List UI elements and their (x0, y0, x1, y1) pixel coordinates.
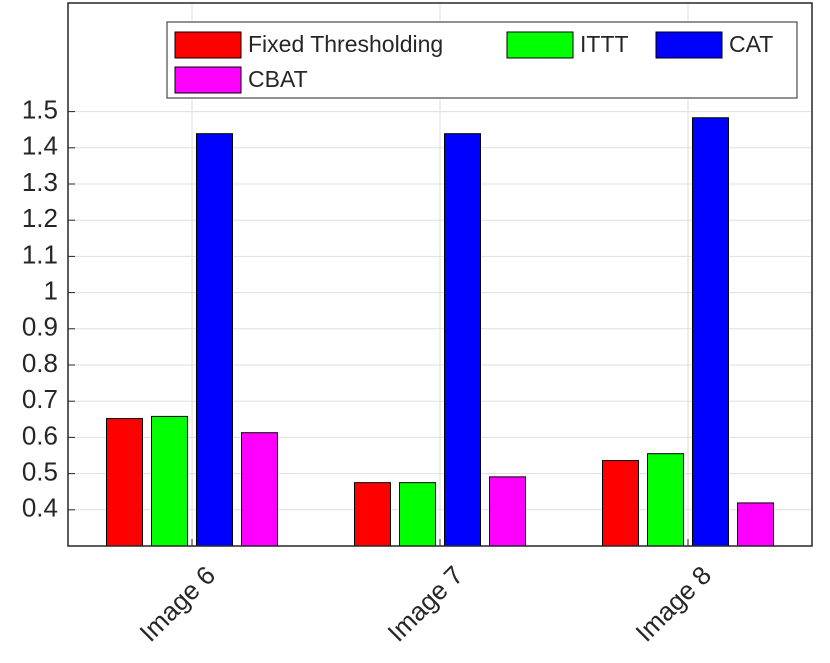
bar (647, 453, 684, 547)
bar (737, 502, 774, 547)
y-tick-label: 1 (44, 275, 58, 305)
y-tick-label: 0.4 (22, 493, 58, 523)
bar (196, 133, 233, 547)
legend-label: ITTT (580, 31, 629, 57)
y-tick-label: 1.5 (22, 94, 58, 124)
bar (151, 415, 188, 547)
bar (399, 482, 436, 547)
y-tick-label: 0.5 (22, 456, 58, 486)
legend-swatch (506, 31, 574, 59)
bar (106, 418, 143, 547)
y-tick-label: 0.9 (22, 312, 58, 342)
y-tick-label: 0.6 (22, 420, 58, 450)
y-tick-label: 1.1 (22, 239, 58, 269)
legend-label: Fixed Thresholding (248, 31, 443, 57)
y-tick-label: 0.7 (22, 384, 58, 414)
legend-swatch (174, 66, 242, 94)
legend-label: CAT (729, 31, 773, 57)
axes-frame (67, 2, 813, 547)
bar (602, 460, 639, 547)
bar (444, 133, 481, 547)
legend-swatch (174, 31, 242, 59)
y-tick-label: 1.4 (22, 131, 58, 161)
x-tick-label: Image 7 (381, 560, 469, 648)
y-tick-label: 1.3 (22, 167, 58, 197)
y-tick-label: 1.2 (22, 203, 58, 233)
x-tick-label: Image 6 (133, 560, 221, 648)
y-tick-label: 0.8 (22, 348, 58, 378)
legend-label: CBAT (248, 66, 308, 92)
bar (692, 117, 729, 547)
bar (241, 432, 278, 547)
x-tick-label: Image 8 (629, 560, 717, 648)
bar (354, 482, 391, 547)
legend-swatch (655, 31, 723, 59)
bar (489, 476, 526, 547)
